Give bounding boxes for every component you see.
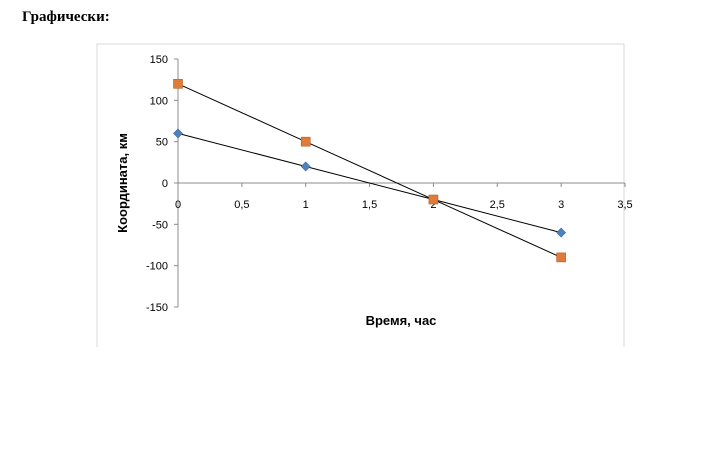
- y-tick-label: -150: [146, 302, 168, 314]
- series-2-point: [173, 79, 183, 89]
- y-tick-label: -50: [152, 219, 168, 231]
- y-tick-label: 50: [156, 137, 168, 149]
- series-layer: [173, 79, 567, 263]
- x-tick-label: 1: [303, 199, 309, 211]
- series-2-point: [556, 252, 566, 263]
- series-1-point: [300, 161, 311, 172]
- series-2-point: [300, 136, 311, 147]
- x-tick-label: 2,5: [490, 199, 505, 211]
- x-tick-label: 0: [175, 199, 181, 211]
- y-tick-label: 100: [150, 95, 168, 107]
- y-tick-label: 0: [162, 178, 168, 190]
- series-1-point: [556, 227, 567, 238]
- x-tick-label: 3,5: [617, 199, 632, 211]
- x-tick-label: 0,5: [234, 199, 249, 211]
- x-tick-label: 2: [430, 199, 436, 211]
- page-heading: Графически:: [22, 9, 110, 25]
- y-tick-label: -100: [146, 261, 168, 273]
- labels-layer: Координата, км Время, час: [115, 133, 436, 328]
- axes: 150 100 50 0 -50 -100 -150 0 0,5 1 1,5 2 2,5 3 3,5: [146, 54, 633, 314]
- series-line-1: [177, 132, 562, 234]
- y-axis-title: Координата, км: [115, 133, 130, 233]
- x-tick-label: 3: [558, 199, 564, 211]
- x-axis-title: Время, час: [366, 313, 437, 328]
- series-1-point: [173, 128, 183, 139]
- series-line-2: [177, 83, 562, 258]
- x-tick-label: 1,5: [362, 199, 377, 211]
- series-2-point: [428, 194, 439, 205]
- chart-frame: [96, 43, 625, 347]
- y-tick-label: 150: [150, 54, 168, 66]
